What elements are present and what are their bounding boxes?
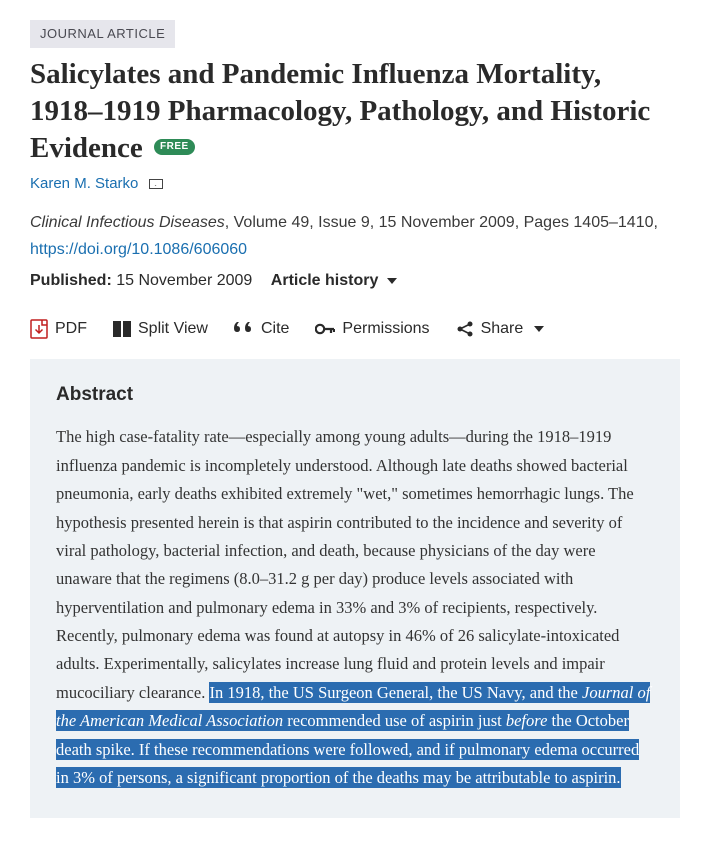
- share-label: Share: [481, 317, 524, 341]
- key-icon: [315, 321, 335, 337]
- article-type-badge: JOURNAL ARTICLE: [30, 20, 175, 48]
- abstract-text: The high case-fatality rate—especially a…: [56, 423, 654, 792]
- article-toolbar: PDF Split View Cite Permissions Share: [30, 307, 680, 359]
- title-text: Salicylates and Pandemic Influenza Morta…: [30, 58, 650, 164]
- pdf-icon: [30, 319, 48, 339]
- pdf-button[interactable]: PDF: [30, 317, 87, 341]
- share-button[interactable]: Share: [456, 317, 545, 341]
- chevron-down-icon: [534, 326, 544, 332]
- published-label: Published:: [30, 272, 112, 289]
- citation-meta: Clinical Infectious Diseases, Volume 49,…: [30, 211, 680, 263]
- article-title: Salicylates and Pandemic Influenza Morta…: [30, 56, 680, 167]
- article-history-label: Article history: [271, 272, 379, 289]
- citation-details: , Volume 49, Issue 9, 15 November 2009, …: [225, 214, 658, 231]
- permissions-button[interactable]: Permissions: [315, 317, 429, 341]
- quote-icon: [234, 322, 254, 336]
- free-badge: FREE: [154, 139, 195, 156]
- hl-before: before: [506, 711, 548, 730]
- publication-line: Published: 15 November 2009 Article hist…: [30, 269, 680, 293]
- abstract-section: Abstract The high case-fatality rate—esp…: [30, 359, 680, 818]
- hl-part: recommended use of aspirin just: [283, 711, 506, 730]
- split-view-icon: [113, 321, 131, 337]
- published-date: 15 November 2009: [116, 272, 252, 289]
- abstract-plain: The high case-fatality rate—especially a…: [56, 427, 634, 701]
- cite-button[interactable]: Cite: [234, 317, 289, 341]
- split-view-button[interactable]: Split View: [113, 317, 208, 341]
- author-link[interactable]: Karen M. Starko: [30, 175, 138, 192]
- mail-icon[interactable]: [149, 179, 163, 189]
- permissions-label: Permissions: [342, 317, 429, 341]
- hl-part: In 1918, the US Surgeon General, the US …: [209, 683, 582, 702]
- pdf-label: PDF: [55, 317, 87, 341]
- chevron-down-icon: [387, 278, 397, 284]
- journal-name: Clinical Infectious Diseases: [30, 214, 225, 231]
- article-history-toggle[interactable]: Article history: [271, 272, 397, 289]
- split-view-label: Split View: [138, 317, 208, 341]
- author-line: Karen M. Starko: [30, 173, 680, 196]
- cite-label: Cite: [261, 317, 289, 341]
- abstract-heading: Abstract: [56, 381, 654, 410]
- doi-link[interactable]: https://doi.org/10.1086/606060: [30, 238, 247, 263]
- share-icon: [456, 321, 474, 337]
